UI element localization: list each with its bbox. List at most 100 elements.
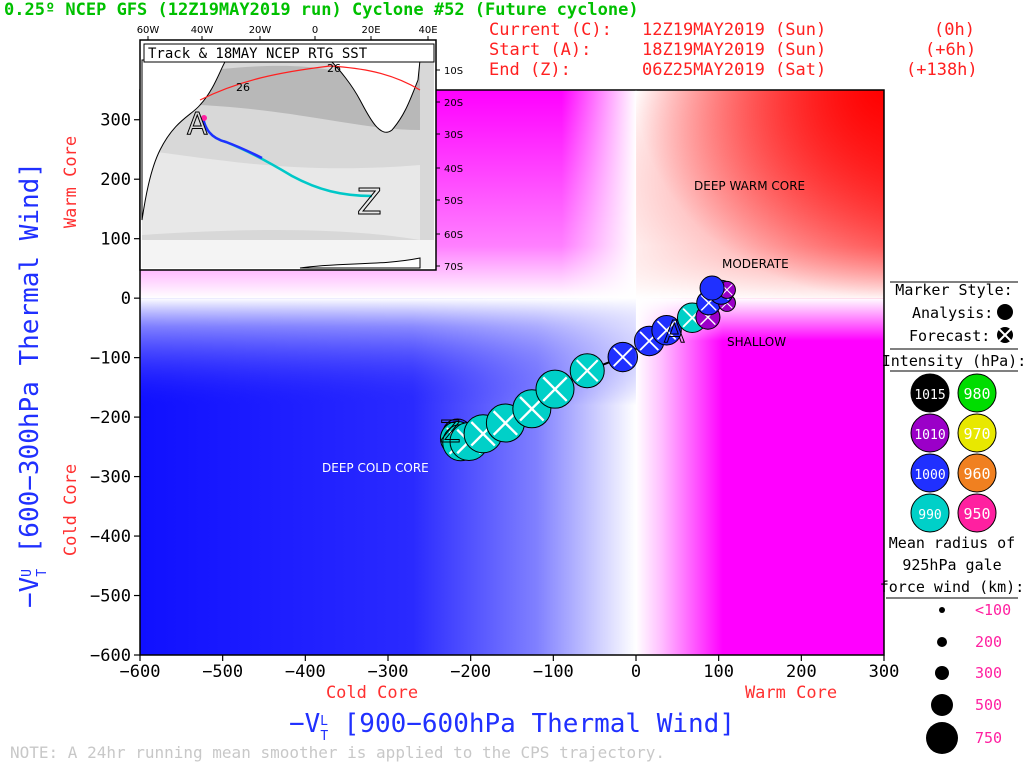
quadrant-deep-warm-corner <box>636 90 884 299</box>
y-tick-label-5: −100 <box>90 349 131 369</box>
x-axis-title-xlabel_sup: L <box>320 714 328 729</box>
y-tick-label-8: 200 <box>100 170 131 190</box>
y-tick-label-7: 100 <box>100 230 131 250</box>
x-side-label-cold: Cold Core <box>326 683 418 703</box>
end-value: 06Z25MAY2019 (Sat) <box>642 60 827 80</box>
legend-radius-label-1: 200 <box>975 633 1002 651</box>
legend-intensity-7 <box>957 493 997 533</box>
legend-intensity-label-7: 950 <box>963 505 990 523</box>
inset-lat-tick-2: 30S <box>444 130 463 141</box>
inset-lat-tick-6: 70S <box>444 262 463 273</box>
y-axis-title-ylabel_sub: T <box>35 569 50 577</box>
y-tick-label-1: −500 <box>90 587 131 607</box>
inset-antarctica <box>299 257 421 269</box>
x-tick-label-2: −400 <box>285 662 326 682</box>
y-tick-label-0: −600 <box>90 646 131 666</box>
legend-intensity-label-5: 960 <box>963 465 990 483</box>
y-axis-title: −VTU [600−300hPa Thermal Wind] <box>15 162 50 608</box>
y-axis-title-ylabel_main: −V <box>15 577 45 608</box>
end-offset: (+138h) <box>906 60 978 80</box>
legend-radius-title-1: Mean radius of <box>889 534 1015 552</box>
x-tick-label-6: 0 <box>631 662 641 682</box>
track-inset-map: 26 26 A Z Track & 18MAY NCEP RTG SST 60W 40W 20… <box>137 25 463 273</box>
smoother-note: NOTE: A 24hr running mean smoother is ap… <box>10 743 666 762</box>
inset-lat-tick-4: 50S <box>444 196 463 207</box>
inset-lat-tick-3: 40S <box>444 164 463 175</box>
x-tick-label-8: 200 <box>786 662 817 682</box>
y-side-label-warm: Warm Core <box>61 136 81 228</box>
x-tick-label-7: 100 <box>703 662 734 682</box>
annotation-1: MODERATE <box>722 257 789 271</box>
start-label: Start (A): <box>489 40 592 60</box>
inset-end-letter: Z <box>357 182 382 223</box>
legend-radius-label-2: 300 <box>975 664 1002 682</box>
inset-lat-tick-5: 60S <box>444 230 463 241</box>
y-tick-label-4: −200 <box>90 408 131 428</box>
inset-lon-tick-2: 20W <box>249 25 272 36</box>
legend-radius-dot-4 <box>926 722 958 754</box>
legend-intensity-3 <box>957 413 997 453</box>
current-value: 12Z19MAY2019 (Sun) <box>642 20 827 40</box>
inset-africa <box>328 59 421 133</box>
legend-radius-label-4: 750 <box>975 729 1002 747</box>
legend-intensity-0 <box>910 373 950 413</box>
x-tick-label-9: 300 <box>869 662 900 682</box>
inset-lon-tick-0: 60W <box>137 25 160 36</box>
inset-lat-tick-0: 10S <box>444 66 463 77</box>
legend-radius-dot-0 <box>939 607 945 613</box>
legend-intensity-label-4: 1000 <box>914 468 945 483</box>
plot-axes: −600 −500 −400 −300 −200 −100 0 100 200 300 −600 −5… <box>90 89 900 682</box>
track-point-cross-10 <box>575 359 599 383</box>
inset-lon-tick-4: 20E <box>361 25 380 36</box>
inset-iso-label-1: 26 <box>327 62 341 75</box>
inset-lon-tick-1: 40W <box>191 25 214 36</box>
track-start-letter: A <box>664 315 685 350</box>
x-axis-title-xlabel_sub: T <box>320 729 328 744</box>
x-axis-title-xlabel_rest: [900−600hPa Thermal Wind] <box>328 709 735 739</box>
legend-radius-dot-1 <box>937 637 947 647</box>
legend-intensity-label-1: 980 <box>963 385 990 403</box>
y-side-label-cold: Cold Core <box>61 464 81 556</box>
y-tick-label-6: 0 <box>121 289 131 309</box>
inset-lon-tick-5: 40E <box>418 25 437 36</box>
quadrant-annotations: DEEP WARM CORE MODERATE SHALLOW DEEP COLD C… <box>322 179 805 475</box>
x-tick-label-4: −200 <box>450 662 491 682</box>
x-tick-label-3: −300 <box>368 662 409 682</box>
inset-cold-water <box>142 150 420 240</box>
annotation-0: DEEP WARM CORE <box>694 179 805 193</box>
legend-analysis-label: Analysis: <box>912 304 993 322</box>
x-axis-title-xlabel_main: −V <box>289 709 320 739</box>
track-point-cross-9 <box>612 347 633 367</box>
y-tick-label-3: −300 <box>90 468 131 488</box>
legend-intensity-label-3: 970 <box>963 425 990 443</box>
legend-intensity-label-6: 990 <box>918 508 941 523</box>
end-label: End (Z): <box>489 60 571 80</box>
inset-start-letter: A <box>187 107 208 142</box>
inset-track-start <box>201 115 207 121</box>
track-point-cross-11 <box>542 376 568 402</box>
start-offset: (+6h) <box>925 40 977 60</box>
plot-frame <box>139 89 885 656</box>
legend-intensity-5 <box>957 453 997 493</box>
inset-iso-label-0: 26 <box>236 81 250 94</box>
annotation-2: SHALLOW <box>727 335 786 349</box>
x-side-label-warm: Warm Core <box>745 683 837 703</box>
x-tick-label-5: −100 <box>533 662 574 682</box>
track-end-letter: Z <box>440 415 461 450</box>
inset-title-box <box>143 43 435 63</box>
inset-lon-tick-3: 0 <box>312 25 318 36</box>
x-axis-title: −VTL [900−600hPa Thermal Wind] <box>289 709 735 744</box>
legend-radius-label-3: 500 <box>975 696 1002 714</box>
y-tick-label-9: 300 <box>100 111 131 131</box>
current-label: Current (C): <box>489 20 612 40</box>
legend-intensity-2 <box>910 413 950 453</box>
track-point-cross-7 <box>656 320 677 341</box>
x-tick-label-1: −500 <box>202 662 243 682</box>
legend-marker-title: Marker Style: <box>895 281 1012 299</box>
legend-intensity-6 <box>910 493 950 533</box>
start-value: 18Z19MAY2019 (Sun) <box>642 40 827 60</box>
legend-radius-title-2: 925hPa gale <box>902 556 1001 574</box>
legend-radius-label-0: <100 <box>975 601 1011 619</box>
